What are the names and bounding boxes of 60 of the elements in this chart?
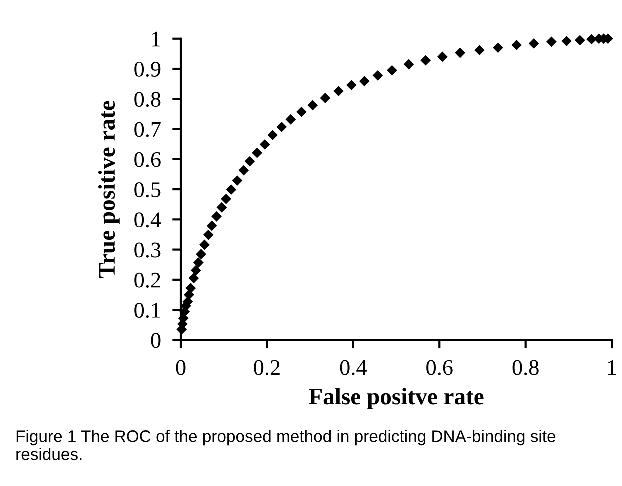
y-tick-label: 0.2 <box>134 272 160 288</box>
point <box>420 55 432 66</box>
x-tick-label: 0.4 <box>340 360 367 376</box>
y-tick-label: 0.6 <box>134 152 161 168</box>
point <box>334 86 344 97</box>
point <box>387 65 398 76</box>
y-tick-label: 0.8 <box>134 92 161 108</box>
y-tick-label: 0.7 <box>134 122 161 138</box>
point <box>404 59 414 70</box>
y-tick-label: 1 <box>152 32 160 47</box>
point <box>346 80 357 90</box>
point <box>232 176 243 186</box>
point <box>359 76 370 87</box>
point <box>206 220 218 232</box>
point <box>276 122 288 132</box>
point <box>296 106 307 118</box>
x-tick-label: 0.6 <box>426 360 453 376</box>
point <box>200 240 210 250</box>
x-tick-label: 0 <box>176 360 186 376</box>
point <box>372 70 384 81</box>
y-axis-title: True positive rate <box>98 101 120 278</box>
y-tick-label: 0.4 <box>134 212 162 228</box>
point <box>184 290 194 300</box>
point <box>188 273 200 284</box>
x-tick-label: 0.8 <box>512 360 539 376</box>
y-tick-label: 0.1 <box>134 303 160 318</box>
y-tick-label: 0 <box>151 333 161 348</box>
point <box>308 100 318 111</box>
y-tick-label: 0.3 <box>134 242 161 258</box>
point <box>252 148 262 158</box>
point <box>437 52 448 62</box>
y-tick-label: 0.9 <box>134 62 161 78</box>
point <box>238 165 250 176</box>
point <box>546 36 557 48</box>
point <box>512 40 522 50</box>
point <box>574 35 586 46</box>
point <box>196 249 206 260</box>
point <box>186 283 196 294</box>
point <box>221 194 232 204</box>
caption: Figure 1 The ROC of the proposed method in predicting DNA-binding site residues. <box>16 430 556 460</box>
point <box>260 139 270 150</box>
y-tick-label: 0.5 <box>134 182 161 198</box>
point <box>268 130 278 140</box>
point <box>226 184 237 196</box>
x-axis-title: False positve rate <box>309 388 484 410</box>
point <box>562 36 572 46</box>
point <box>493 42 504 54</box>
point <box>216 202 228 213</box>
x-tick-label: 0.2 <box>254 360 280 376</box>
x-tick-label: 1 <box>608 360 616 376</box>
point <box>320 93 331 104</box>
point <box>203 230 214 240</box>
point <box>286 114 296 125</box>
point <box>455 48 466 58</box>
point <box>193 258 204 268</box>
point <box>474 45 485 56</box>
point <box>244 156 256 167</box>
point <box>528 38 540 49</box>
point <box>190 265 202 276</box>
point <box>212 211 222 222</box>
